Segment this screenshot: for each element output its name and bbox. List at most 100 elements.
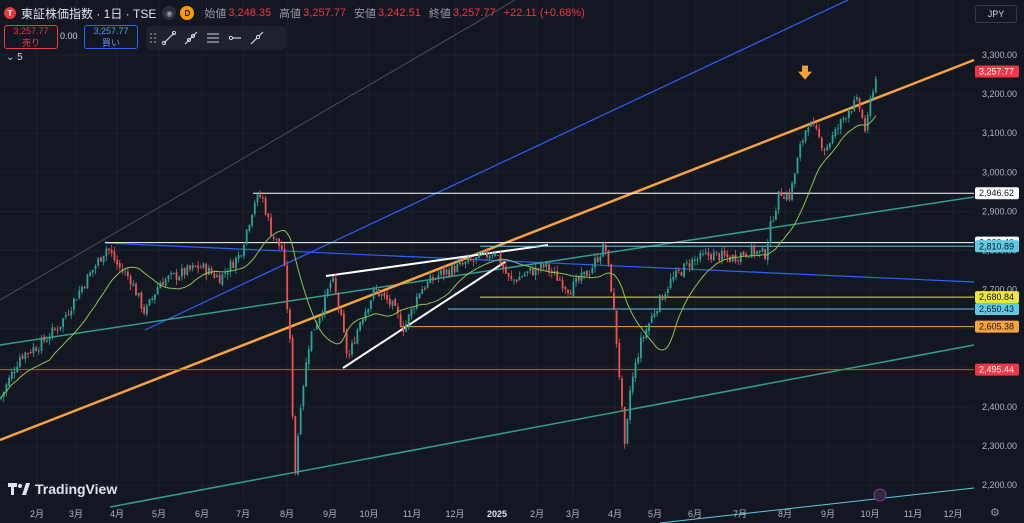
candle-body [456,264,459,272]
ohlc-high-label: 高値 [279,8,302,20]
price-tag [975,240,1019,253]
candle-body [297,435,299,475]
candle-body [839,119,842,129]
candle-body [629,390,631,420]
candle-body [48,337,51,340]
candle-body [140,292,143,309]
ohlc-close-value: 3,257.77 [452,7,496,19]
candle-body [208,267,210,275]
candle-body [461,263,464,265]
x-tick-label: 5月 [152,509,166,519]
x-tick-label: 9月 [821,509,835,519]
candle-body [391,300,394,307]
candle-body [278,238,280,246]
candle-body [86,274,89,289]
candle-body [858,98,861,110]
sell-label: 売り [21,37,40,48]
candle-body [224,272,226,274]
symbol-title[interactable]: 東証株価指数 · 1日 · TSE [21,6,157,21]
candle-body [802,140,804,143]
candle-body [97,258,100,266]
extended-line-icon[interactable] [246,27,268,49]
candle-body [410,308,413,317]
x-tick-label: 12月 [445,509,464,519]
rising-blue-trendline [144,0,849,331]
drag-handle-icon[interactable] [148,27,158,49]
indicator-toggle[interactable]: ⌄ 5 [6,52,23,63]
candle-body [572,281,575,297]
candle-body [175,272,178,280]
candle-body [253,202,256,214]
ohlc-high-value: 3,257.77 [303,7,346,19]
candle-body [469,258,472,261]
candle-body [199,267,202,269]
buy-button[interactable]: 3,257.77 買い [84,25,138,49]
currency-selector[interactable]: JPY [975,5,1017,23]
candle-body [81,286,83,292]
candle-body [502,263,505,268]
candle-body [623,406,626,445]
candle-body [583,271,586,275]
candle-body [226,272,229,275]
candle-body [631,376,634,392]
candle-body [351,343,353,355]
sell-button[interactable]: 3,257.77 売り [4,25,58,49]
candle-body [32,347,35,354]
x-tick-label: 11月 [904,509,922,519]
candle-body [550,270,553,273]
candle-body [672,276,675,280]
candle-body [588,274,591,276]
y-tick-label: 2,700.00 [982,285,1017,295]
candle-body [343,313,345,333]
candle-body [170,272,172,275]
trendline-tool-icon[interactable] [158,27,180,49]
interval-badge[interactable]: D [180,6,195,20]
x-tick-label: 6月 [688,509,702,519]
candle-body [667,289,669,293]
candle-body [618,342,621,377]
candle-body [421,289,424,295]
candle-body [799,144,802,158]
x-tick-label: 3月 [566,509,580,519]
horizontal-ray-icon[interactable] [224,27,246,49]
candle-body [766,244,769,260]
candle-body [221,273,224,285]
candle-body [677,269,680,271]
ray-tool-icon[interactable] [180,27,202,49]
candle-body [548,264,550,272]
candle-body [515,279,518,282]
settings-gear-icon[interactable]: ⚙ [990,507,1000,519]
y-tick-label: 3,000.00 [982,167,1017,177]
candle-body [218,275,221,284]
candle-body [370,300,372,309]
candle-body [783,196,785,199]
candle-body [334,277,337,293]
candle-body [804,130,807,142]
candle-body [191,265,194,269]
price-tag-label: 2,650.43 [979,304,1014,314]
candle-body [718,253,721,261]
candle-body [834,129,837,137]
candle-body [310,331,313,351]
white-wedge-lower [342,261,506,369]
candle-body [232,262,235,269]
ohlc-open-value: 3,248.35 [228,7,272,19]
eye-icon[interactable]: ◉ [162,6,177,20]
candle-body [796,158,799,174]
price-tag-label: 2,495.44 [979,365,1014,375]
candle-body [316,324,318,330]
candle-body [105,248,108,257]
candle-body [54,328,56,330]
candle-body [788,192,791,200]
candle-body [575,278,577,283]
candle-body [486,250,488,258]
candle-body [383,293,386,296]
candle-body [151,298,154,300]
fib-tool-icon[interactable] [202,27,224,49]
candle-body [621,378,623,407]
candle-body [372,288,375,299]
candle-body [24,352,27,360]
price-tag [975,65,1019,78]
candle-body [866,115,869,130]
